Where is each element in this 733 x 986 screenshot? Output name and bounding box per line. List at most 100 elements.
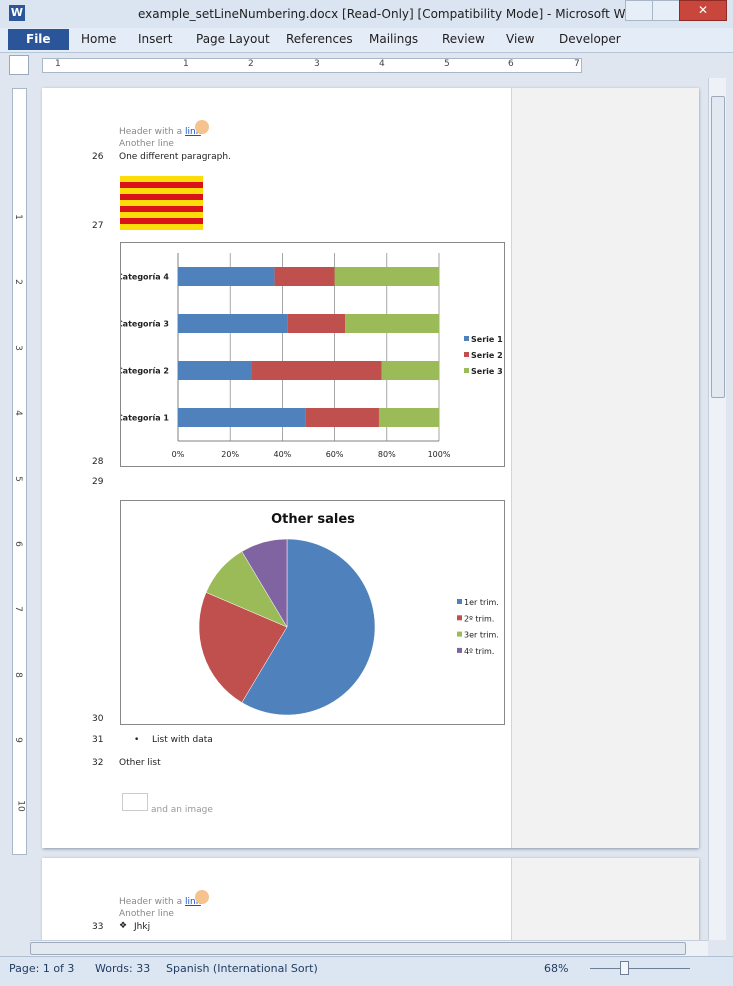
flag-stripe <box>120 218 203 224</box>
ruler-label: 4 <box>379 59 385 69</box>
ribbon-tab[interactable]: Page Layout <box>196 32 270 46</box>
pie-slice <box>241 538 288 628</box>
line-number: 32 <box>92 758 104 768</box>
ribbon-tab[interactable]: References <box>286 32 353 46</box>
ruler-label: 6 <box>12 541 23 547</box>
zoom-slider[interactable] <box>590 968 690 969</box>
pie-slice <box>198 592 288 703</box>
bullet: • <box>134 735 140 745</box>
bar-segment <box>378 408 439 427</box>
pie-slice <box>241 538 376 716</box>
paragraph-text: List with data <box>152 735 213 745</box>
ruler-label: 2 <box>248 59 254 69</box>
zoom-thumb[interactable] <box>620 961 629 975</box>
ruler-label: 1 <box>183 59 189 69</box>
line-number: 33 <box>92 922 104 932</box>
line-number: 26 <box>92 152 104 162</box>
zoom-level[interactable]: 68% <box>544 962 569 975</box>
legend-label: 3er trim. <box>464 631 499 640</box>
x-tick-label: 0% <box>172 450 185 459</box>
file-tab[interactable]: File <box>8 29 69 50</box>
bar-segment <box>287 314 346 333</box>
bar-chart: 0% 20% 40% 60% 80% 100% Categoría 1 Categoría 2… <box>120 242 505 467</box>
x-tick-label: 100% <box>428 450 451 459</box>
legend-label: 2º trim. <box>464 614 494 623</box>
header-link[interactable]: link <box>184 127 201 137</box>
flag-image <box>120 176 203 230</box>
ruler-label: 3 <box>314 59 320 69</box>
legend-swatch <box>464 336 469 341</box>
ruler-label: 9 <box>12 737 23 744</box>
y-tick-label: Categoría 2 <box>120 367 169 376</box>
bar-segment <box>381 361 439 380</box>
x-tick-label: 60% <box>326 450 344 459</box>
bar-segment <box>178 267 275 286</box>
line-number: 27 <box>92 221 104 231</box>
ribbon-tab[interactable]: Mailings <box>369 32 419 46</box>
close-button[interactable]: ✕ <box>679 0 727 21</box>
ruler-label: 4 <box>12 410 23 417</box>
legend-swatch <box>457 631 462 637</box>
x-tick-label: 40% <box>274 450 292 459</box>
comment-icon <box>195 890 209 904</box>
bar-segment <box>274 267 335 286</box>
image-caption: and an image <box>151 805 213 815</box>
header-line: Another line <box>119 909 174 919</box>
scroll-thumb[interactable] <box>30 942 686 955</box>
page: Header with a link Another line 26 One diff… <box>42 88 699 848</box>
ruler-label: 6 <box>508 59 514 69</box>
bar-segment <box>178 408 306 427</box>
word-count[interactable]: Words: 33 <box>95 962 151 975</box>
ruler-label: 5 <box>444 59 450 69</box>
horizontal-scrollbar[interactable] <box>30 940 708 956</box>
ruler-label: 5 <box>12 475 23 482</box>
maximize-button[interactable] <box>652 0 680 21</box>
header-line: Header with a link <box>119 897 201 907</box>
bullet: ❖ <box>119 921 128 931</box>
ribbon-tab[interactable]: Review <box>442 32 485 46</box>
ruler-label: 10 <box>15 799 26 812</box>
app-icon: W <box>9 5 25 21</box>
x-tick-label: 20% <box>221 450 239 459</box>
legend-swatch <box>457 647 462 653</box>
ruler-label: 2 <box>12 279 23 286</box>
language[interactable]: Spanish (International Sort) <box>166 962 318 975</box>
ruler-label: 7 <box>574 59 580 69</box>
markup-area <box>511 88 699 848</box>
title-bar: W example_setLineNumbering.docx [Read-On… <box>0 0 733 28</box>
window-title: example_setLineNumbering.docx [Read-Only… <box>138 7 645 21</box>
vertical-scrollbar[interactable] <box>708 78 726 940</box>
line-number: 28 <box>92 457 104 467</box>
legend-label: 4º trim. <box>464 647 494 656</box>
header-link[interactable]: link <box>184 897 201 907</box>
legend-label: Serie 1 <box>471 335 503 344</box>
legend-swatch <box>457 599 462 604</box>
bar-segment <box>334 267 439 286</box>
flag-stripe <box>120 206 203 212</box>
line-number: 31 <box>92 735 104 745</box>
ruler-label: 8 <box>12 671 23 678</box>
paragraph-text: One different paragraph. <box>119 152 231 162</box>
ribbon-tab[interactable]: View <box>506 32 535 46</box>
legend-label: Serie 3 <box>471 367 503 376</box>
page-count[interactable]: Page: 1 of 3 <box>9 962 75 975</box>
scroll-thumb[interactable] <box>711 96 725 398</box>
legend-label: Serie 2 <box>471 351 503 360</box>
bar-segment <box>345 314 439 333</box>
paragraph-text: Jhkj <box>134 922 151 932</box>
ribbon-tab[interactable]: Home <box>81 32 117 46</box>
ruler-label: 1 <box>12 214 23 220</box>
tab-selector[interactable] <box>9 55 29 75</box>
header-line: Another line <box>119 139 174 149</box>
ribbon-tab[interactable]: Insert <box>138 32 173 46</box>
ribbon-tabs: File Home Insert Page Layout References Maili… <box>0 28 733 53</box>
legend-swatch <box>457 615 462 621</box>
y-tick-label: Categoría 4 <box>120 273 169 282</box>
header-line: Header with a link <box>119 127 201 137</box>
bar-segment <box>178 314 288 333</box>
minimize-button[interactable] <box>625 0 653 21</box>
flag-stripe <box>120 182 203 188</box>
ribbon-tab[interactable]: Developer <box>559 32 621 46</box>
header-text: Header with a <box>119 127 183 137</box>
legend-swatch <box>464 352 469 357</box>
